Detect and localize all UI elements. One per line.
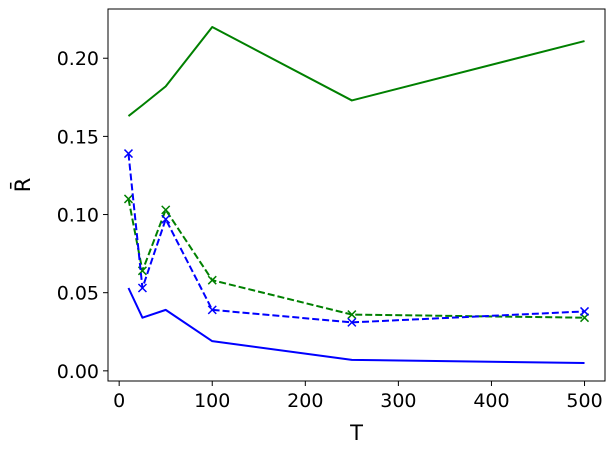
x-tick-label: 300 [380, 390, 416, 412]
series-line-0 [127, 25, 585, 117]
y-axis: 0.00 0.05 0.10 0.15 0.20 [57, 48, 108, 383]
data-point-marker [207, 275, 217, 285]
x-tick-label: 500 [566, 390, 602, 412]
y-tick-label: 0.15 [57, 126, 99, 148]
plot-background [108, 9, 605, 381]
data-point-marker [207, 305, 217, 315]
data-point-marker [137, 283, 147, 293]
y-tick-label: 0.05 [57, 283, 99, 305]
y-tick-label: 0.10 [57, 205, 99, 227]
data-point-marker [123, 149, 134, 159]
y-axis-label: R̄ [10, 178, 35, 193]
data-point-marker [347, 317, 357, 327]
data-point-marker [579, 306, 590, 316]
x-axis: 0 100 200 300 400 500 [113, 381, 603, 412]
x-tick-label: 400 [473, 390, 509, 412]
y-tick-label: 0.00 [57, 361, 99, 383]
plot-frame [107, 8, 606, 382]
x-axis-label: T [349, 421, 363, 445]
series-layer [123, 25, 590, 365]
x-tick-label: 100 [194, 390, 230, 412]
x-tick-label: 0 [113, 390, 125, 412]
data-point-marker [123, 194, 134, 204]
data-point-marker [347, 310, 357, 320]
y-tick-label: 0.20 [57, 48, 99, 70]
data-point-marker [161, 214, 171, 224]
data-point-marker [161, 205, 171, 215]
series-line-3 [127, 153, 585, 324]
series-line-1 [127, 287, 585, 365]
x-tick-label: 200 [287, 390, 323, 412]
